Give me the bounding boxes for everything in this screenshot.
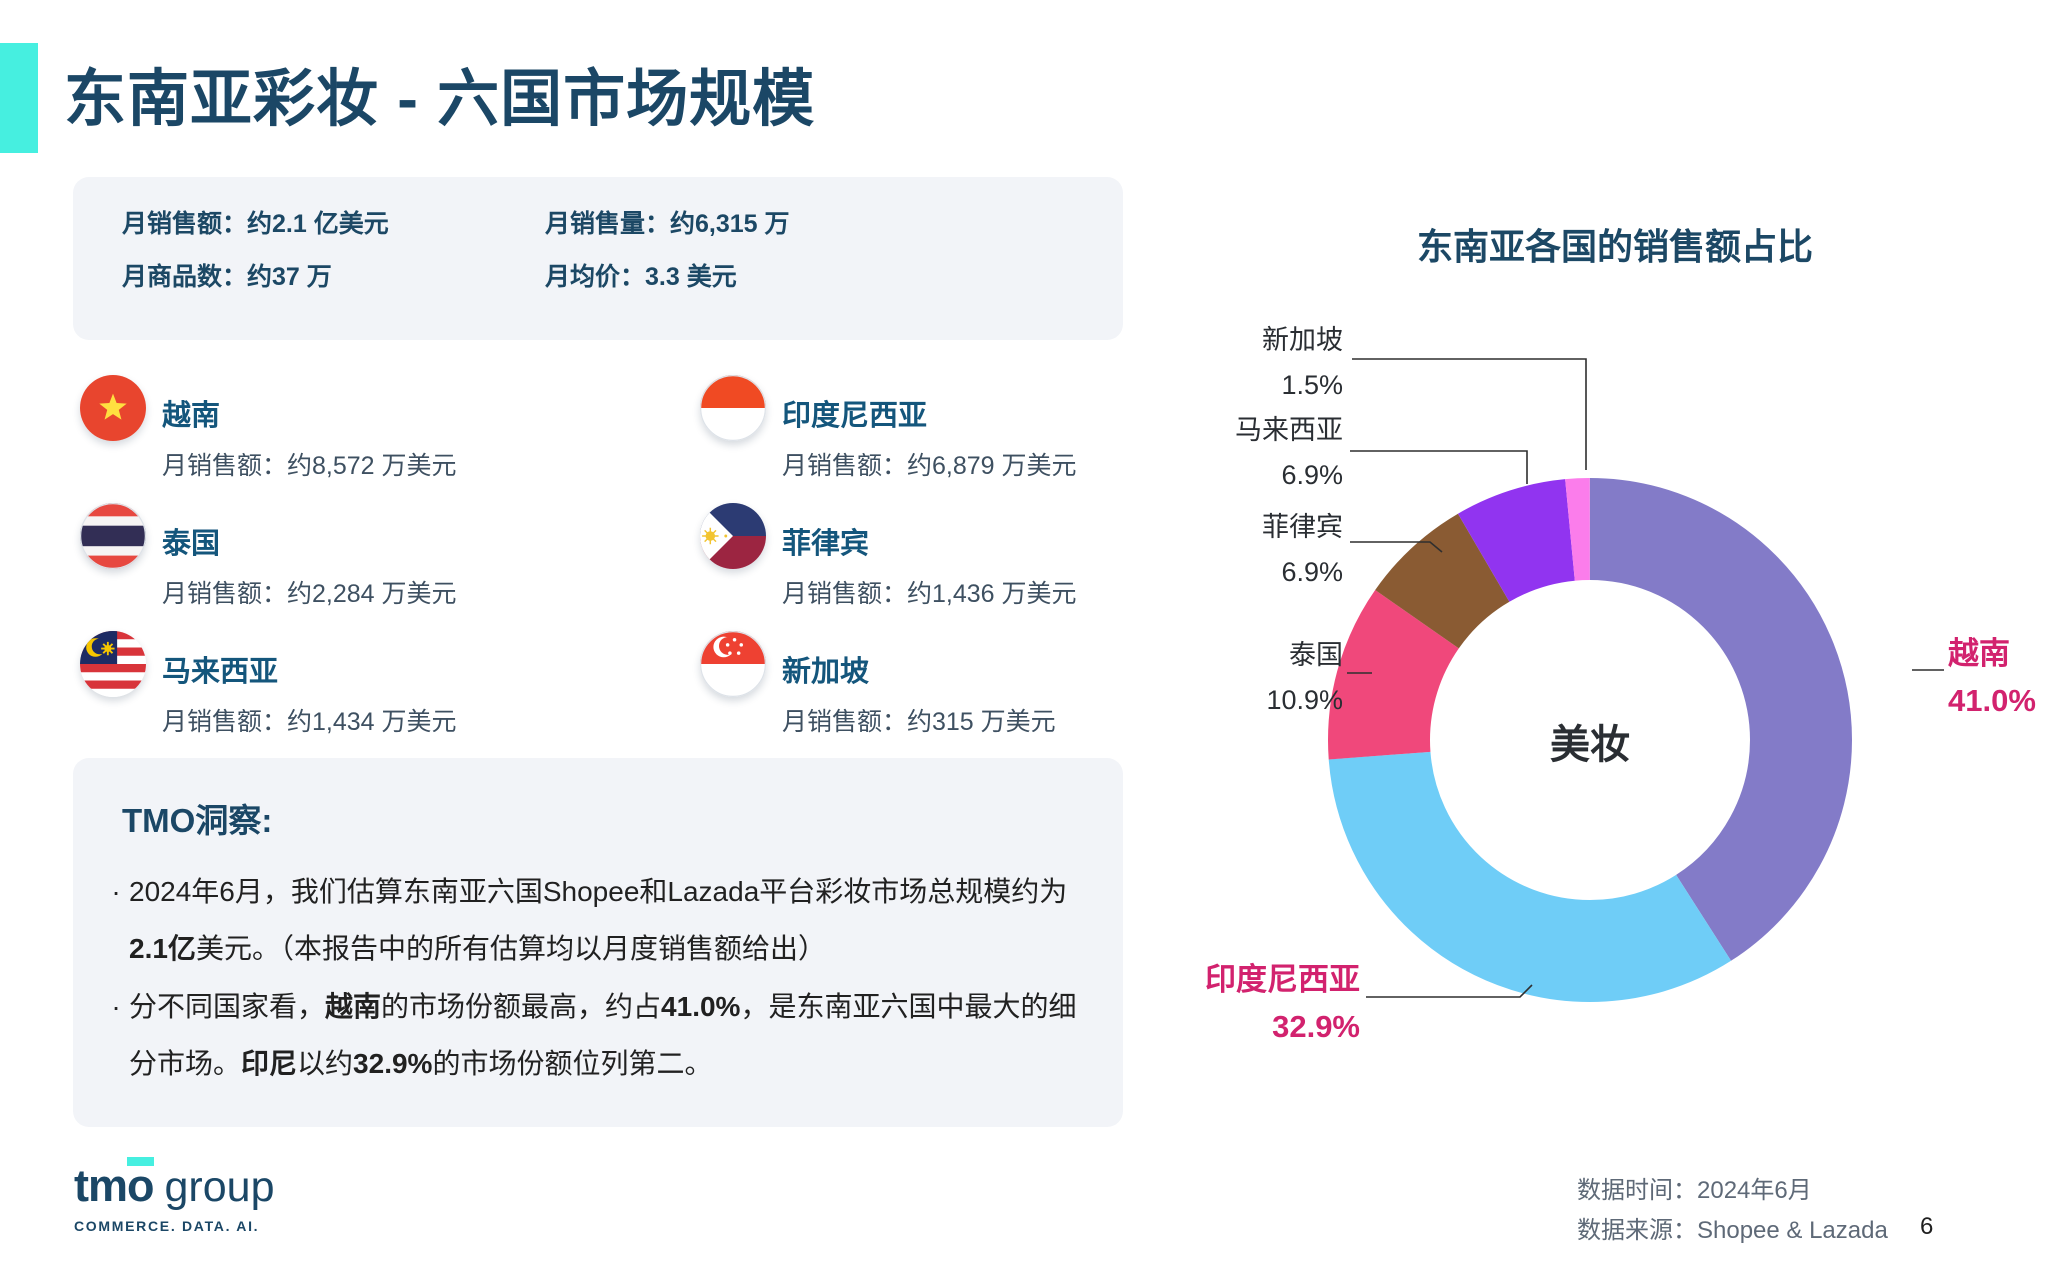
- insight-card: TMO洞察: · 2024年6月，我们估算东南亚六国Shopee和Lazada平台…: [73, 758, 1123, 1127]
- leader-line-philippines: [1350, 541, 1443, 553]
- logo-wordmark: tmo group: [74, 1157, 275, 1212]
- page-number: 6: [1920, 1213, 1934, 1240]
- chart-center-label: 美妆: [1550, 723, 1630, 767]
- slice-callout-singapore: 新加坡 1.5%: [1262, 318, 1343, 408]
- country-name: 越南: [162, 400, 221, 432]
- indonesia-flag-icon: [700, 375, 766, 441]
- accent-bar: [0, 43, 38, 153]
- country-card-singapore: 新加坡 月销售额：约315 万美元: [700, 631, 1120, 751]
- slice-percent: 6.9%: [1281, 460, 1343, 490]
- insight-bullet: · 2024年6月，我们估算东南亚六国Shopee和Lazada平台彩妆市场总规模…: [111, 876, 1068, 964]
- logo-brand: tmo: [74, 1157, 154, 1211]
- country-sales: 月销售额：约2,284 万美元: [162, 580, 457, 608]
- country-card-thailand: 泰国 月销售额：约2,284 万美元: [80, 503, 500, 623]
- slice-percent: 10.9%: [1266, 685, 1343, 715]
- logo-tagline: COMMERCE. DATA. AI.: [74, 1218, 260, 1234]
- leader-line-malaysia: [1350, 450, 1528, 484]
- footer-data-time: 数据时间：2024年6月: [1577, 1177, 1812, 1204]
- country-card-vietnam: 越南 月销售额：约8,572 万美元: [80, 375, 500, 495]
- chart-title: 东南亚各国的销售额占比: [1416, 226, 1813, 267]
- slice-callout-indonesia: 印度尼西亚 32.9%: [1205, 956, 1360, 1050]
- stat-monthly-skus: 月商品数：约37 万: [122, 263, 332, 291]
- stat-monthly-sales: 月销售额：约2.1 亿美元: [122, 210, 389, 238]
- stat-monthly-volume: 月销售量：约6,315 万: [545, 210, 790, 238]
- summary-stats-card: 月销售额：约2.1 亿美元 月销售量：约6,315 万 月商品数：约37 万 月…: [73, 177, 1123, 340]
- slice-percent: 6.9%: [1281, 557, 1343, 587]
- country-sales: 月销售额：约8,572 万美元: [162, 452, 457, 480]
- slice-label: 泰国: [1289, 640, 1343, 670]
- footer-data-source: 数据来源：Shopee & Lazada: [1577, 1217, 1888, 1244]
- tmo-logo: tmo group COMMERCE. DATA. AI.: [74, 1157, 275, 1234]
- page-title: 东南亚彩妆 - 六国市场规模: [64, 65, 816, 134]
- slice-label: 马来西亚: [1235, 415, 1343, 445]
- country-sales: 月销售额：约6,879 万美元: [782, 452, 1077, 480]
- singapore-flag-icon: [700, 631, 766, 697]
- vietnam-flag-icon: [80, 375, 146, 441]
- country-sales: 月销售额：约1,434 万美元: [162, 708, 457, 736]
- slice-label: 新加坡: [1262, 325, 1343, 355]
- slice-callout-thailand: 泰国 10.9%: [1266, 633, 1343, 723]
- country-card-malaysia: 马来西亚 月销售额：约1,434 万美元: [80, 631, 500, 751]
- slice-callout-philippines: 菲律宾 6.9%: [1262, 505, 1343, 595]
- country-sales: 月销售额：约315 万美元: [782, 708, 1056, 736]
- leader-line-indonesia: [1366, 984, 1533, 998]
- logo-suffix: group: [164, 1163, 275, 1211]
- slice-percent: 41.0%: [1948, 683, 2036, 718]
- leader-line-singapore: [1352, 358, 1587, 470]
- insight-bullets: · 2024年6月，我们估算东南亚六国Shopee和Lazada平台彩妆市场总规模…: [103, 863, 1093, 1093]
- stat-monthly-price: 月均价：3.3 美元: [545, 263, 737, 291]
- country-sales: 月销售额：约1,436 万美元: [782, 580, 1077, 608]
- slice-percent: 32.9%: [1272, 1009, 1360, 1044]
- slice-label: 越南: [1948, 636, 2010, 671]
- insight-heading: TMO洞察:: [122, 802, 273, 839]
- slice-callout-vietnam: 越南 41.0%: [1948, 630, 2036, 724]
- malaysia-flag-icon: [80, 631, 146, 697]
- insight-bullet: · 分不同国家看，越南的市场份额最高，约占41.0%，是东南亚六国中最大的细 分市场…: [111, 991, 1077, 1079]
- country-name: 印度尼西亚: [782, 400, 928, 432]
- slice-label: 印度尼西亚: [1205, 962, 1360, 997]
- country-card-philippines: 菲律宾 月销售额：约1,436 万美元: [700, 503, 1120, 623]
- country-name: 泰国: [162, 528, 221, 560]
- thailand-flag-icon: [80, 503, 146, 569]
- slice-label: 菲律宾: [1262, 512, 1343, 542]
- country-name: 新加坡: [782, 656, 870, 688]
- slice-percent: 1.5%: [1281, 370, 1343, 400]
- country-name: 菲律宾: [782, 528, 870, 560]
- philippines-flag-icon: [700, 503, 766, 569]
- slice-callout-malaysia: 马来西亚 6.9%: [1235, 408, 1343, 498]
- country-card-indonesia: 印度尼西亚 月销售额：约6,879 万美元: [700, 375, 1120, 495]
- country-name: 马来西亚: [162, 656, 279, 688]
